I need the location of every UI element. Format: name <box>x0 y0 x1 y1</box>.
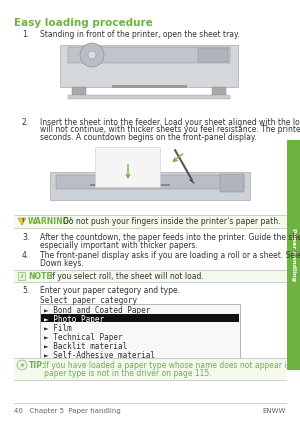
Bar <box>68 47 230 63</box>
Text: will not continue, with thicker sheets you feel resistance. The printer detects : will not continue, with thicker sheets y… <box>40 126 300 134</box>
Bar <box>40 304 240 360</box>
Text: 5.: 5. <box>22 286 29 295</box>
Text: Easy loading procedure: Easy loading procedure <box>14 18 153 28</box>
Bar <box>68 95 230 99</box>
Text: ► Technical Paper: ► Technical Paper <box>44 333 123 342</box>
Circle shape <box>17 360 27 370</box>
Text: seconds. A countdown begins on the front-panel display.: seconds. A countdown begins on the front… <box>40 133 256 142</box>
Text: 2.: 2. <box>22 118 29 127</box>
Text: ► Backlit material: ► Backlit material <box>44 342 127 351</box>
Text: Standing in front of the printer, open the sheet tray.: Standing in front of the printer, open t… <box>40 30 240 39</box>
Text: especially important with thicker papers.: especially important with thicker papers… <box>40 240 198 249</box>
Text: ENWW: ENWW <box>262 408 286 414</box>
Text: Paper handling: Paper handling <box>291 229 296 282</box>
Bar <box>14 270 286 282</box>
Bar <box>112 85 187 88</box>
Bar <box>90 184 170 186</box>
Polygon shape <box>95 147 160 187</box>
Text: ► Photo Paper: ► Photo Paper <box>44 315 104 324</box>
Text: If you select roll, the sheet will not load.: If you select roll, the sheet will not l… <box>50 272 204 281</box>
Text: Do not push your fingers inside the printer’s paper path.: Do not push your fingers inside the prin… <box>63 217 280 226</box>
Text: !: ! <box>21 218 23 223</box>
Bar <box>212 87 226 95</box>
Bar <box>18 272 25 280</box>
Text: 40   Chapter 5  Paper handling: 40 Chapter 5 Paper handling <box>14 408 121 414</box>
Bar <box>56 175 244 189</box>
Text: After the countdown, the paper feeds into the printer. Guide the sheet into the : After the countdown, the paper feeds int… <box>40 233 300 242</box>
Text: 4.: 4. <box>22 251 29 260</box>
Text: ★: ★ <box>20 363 24 368</box>
Text: ► Self-Adhesive material: ► Self-Adhesive material <box>44 351 155 360</box>
Polygon shape <box>18 218 26 225</box>
Bar <box>287 140 300 370</box>
Text: Select paper category: Select paper category <box>40 296 137 305</box>
Text: 1.: 1. <box>22 30 29 39</box>
Bar <box>50 172 250 200</box>
Bar <box>60 45 238 87</box>
Text: TIP:: TIP: <box>29 361 46 370</box>
Text: 3.: 3. <box>22 233 29 242</box>
Text: Down keys.: Down keys. <box>40 259 84 268</box>
Text: i: i <box>20 273 22 279</box>
Text: WARNING!: WARNING! <box>28 217 74 226</box>
Text: NOTE: NOTE <box>28 272 52 281</box>
Text: Insert the sheet into the feeder. Load your sheet aligned with the load line and: Insert the sheet into the feeder. Load y… <box>40 118 300 127</box>
Text: ► Film: ► Film <box>44 324 72 333</box>
Circle shape <box>88 51 96 59</box>
Bar <box>14 215 286 228</box>
Bar <box>41 314 239 322</box>
Circle shape <box>80 43 104 67</box>
Text: The front-panel display asks if you are loading a roll or a sheet. Select Sheet : The front-panel display asks if you are … <box>40 251 300 260</box>
Bar <box>72 87 86 95</box>
Text: ► Bond and Coated Paper: ► Bond and Coated Paper <box>44 306 150 315</box>
Text: paper type is not in the driver on page 115.: paper type is not in the driver on page … <box>44 369 211 378</box>
Text: Enter your paper category and type.: Enter your paper category and type. <box>40 286 180 295</box>
Bar <box>14 358 286 380</box>
Text: If you have loaded a paper type whose name does not appear in the paper list, se: If you have loaded a paper type whose na… <box>44 361 300 370</box>
Bar <box>220 174 244 192</box>
Bar <box>198 48 228 62</box>
